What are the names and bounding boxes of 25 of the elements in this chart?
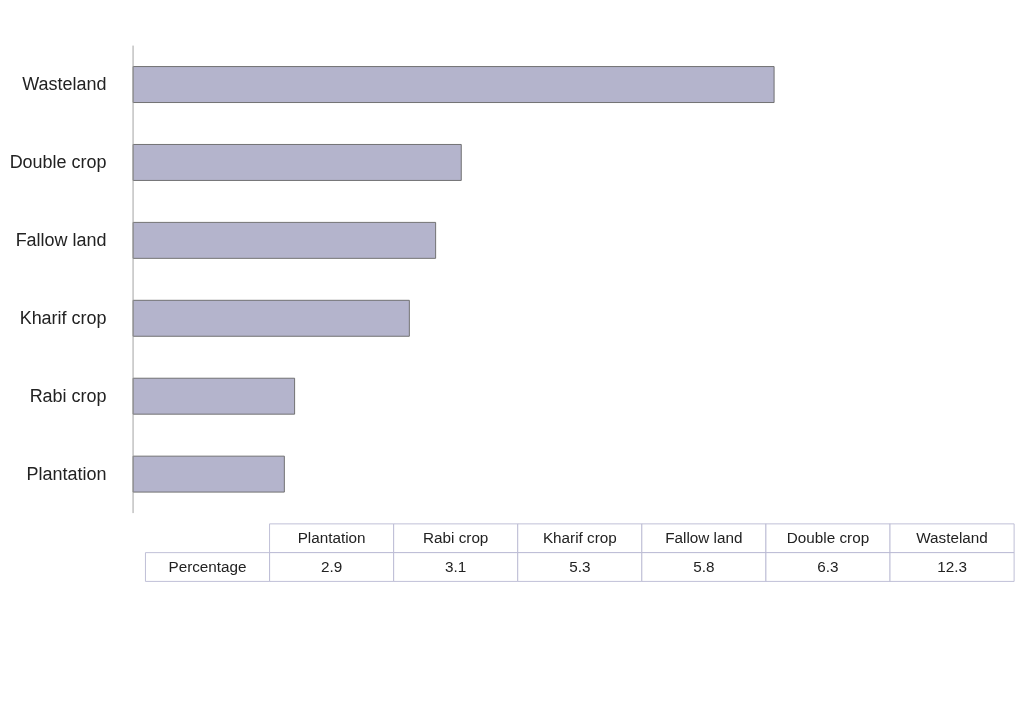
- y-tick-label: Plantation: [26, 463, 107, 484]
- y-tick-label: Fallow land: [15, 229, 107, 250]
- category-label: Double crop: [786, 528, 870, 546]
- bar: [132, 299, 410, 337]
- y-tick-label: Kharif crop: [19, 307, 107, 328]
- y-tick-label: Rabi crop: [29, 385, 107, 406]
- data-label: 12.3: [937, 557, 967, 575]
- data-label: 3.1: [445, 557, 467, 575]
- bar: [132, 144, 462, 181]
- bar: [132, 221, 437, 259]
- data-label: 2.9: [320, 557, 343, 575]
- y-tick-label: Double crop: [9, 151, 107, 172]
- category-label: Fallow land: [665, 528, 743, 546]
- bar: [132, 377, 296, 415]
- data-label: 5.8: [693, 557, 715, 575]
- category-label: Wasteland: [916, 528, 988, 546]
- category-label: Rabi crop: [423, 528, 489, 546]
- category-label: Kharif crop: [542, 528, 617, 546]
- y-tick-label: Wasteland: [22, 73, 107, 94]
- data-label: 6.3: [817, 557, 839, 575]
- bar: [132, 66, 775, 103]
- bar: [132, 455, 285, 493]
- category-label: Plantation: [297, 528, 366, 546]
- data-label: 5.3: [569, 557, 591, 575]
- series-label: Percentage: [168, 557, 247, 575]
